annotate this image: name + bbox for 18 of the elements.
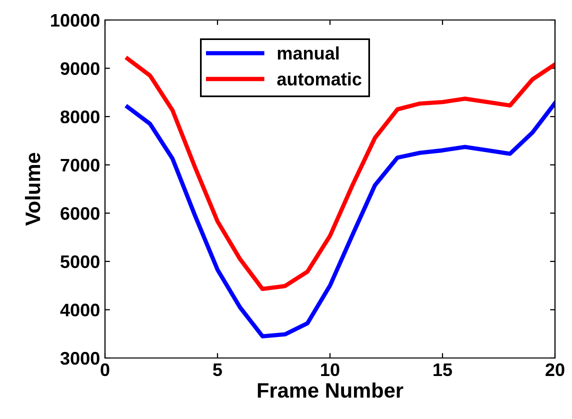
x-tick-label: 15	[434, 364, 452, 376]
y-tick-label: 9000	[60, 62, 100, 76]
y-tick-label: 8000	[60, 110, 100, 124]
x-tick-label: 0	[100, 363, 110, 376]
y-tick-label: 3000	[60, 352, 100, 365]
y-axis-title: Volume	[24, 152, 40, 226]
x-tick-label: 20	[546, 363, 564, 376]
line-series	[125, 100, 555, 338]
x-axis-title: Frame Number	[258, 382, 404, 398]
y-tick-label: 6000	[60, 207, 100, 220]
x-tick-label: 10	[321, 363, 340, 376]
y-tick-label: 10000	[51, 14, 100, 27]
y-tick-label: 7000	[60, 158, 100, 172]
legend-label: manual	[278, 46, 339, 60]
y-tick-label: 5000	[60, 255, 100, 268]
legend-label: automatic	[277, 72, 362, 86]
x-tick-label: 5	[213, 364, 222, 376]
y-tick-label: 4000	[60, 304, 100, 316]
